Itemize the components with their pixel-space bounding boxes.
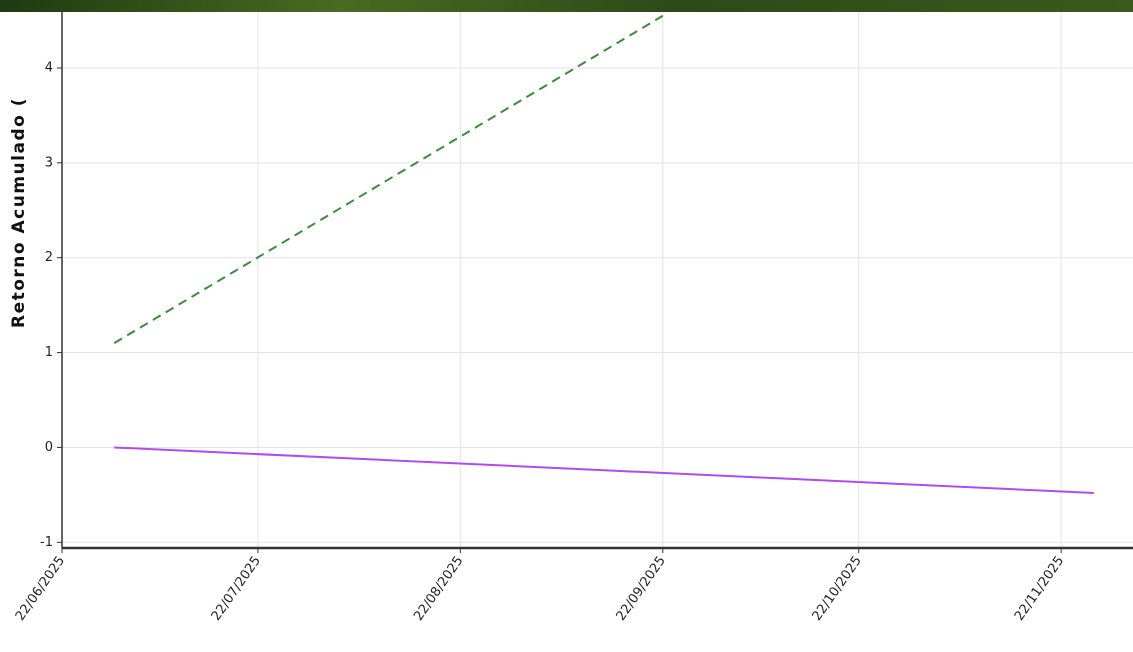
y-tick-label: 1 — [45, 345, 53, 360]
series-line — [113, 14, 664, 344]
x-tick-label: 22/09/2025 — [614, 554, 669, 624]
y-tick-label: 2 — [45, 250, 53, 265]
x-tick-label: 22/08/2025 — [411, 554, 466, 624]
y-tick-label: -1 — [40, 535, 53, 550]
y-tick-label: 0 — [45, 440, 53, 455]
y-tick-label: 3 — [45, 155, 53, 170]
y-axis-label: Retorno Acumulado ( — [9, 97, 29, 328]
series-line — [114, 446, 1094, 494]
x-tick-label: 22/11/2025 — [1012, 554, 1067, 624]
x-tick-label: 22/10/2025 — [810, 554, 865, 624]
y-tick-label: 4 — [45, 60, 53, 75]
header-banner — [0, 0, 1133, 12]
x-tick-label: 22/07/2025 — [209, 554, 264, 624]
x-tick-label: 22/06/2025 — [13, 554, 68, 624]
